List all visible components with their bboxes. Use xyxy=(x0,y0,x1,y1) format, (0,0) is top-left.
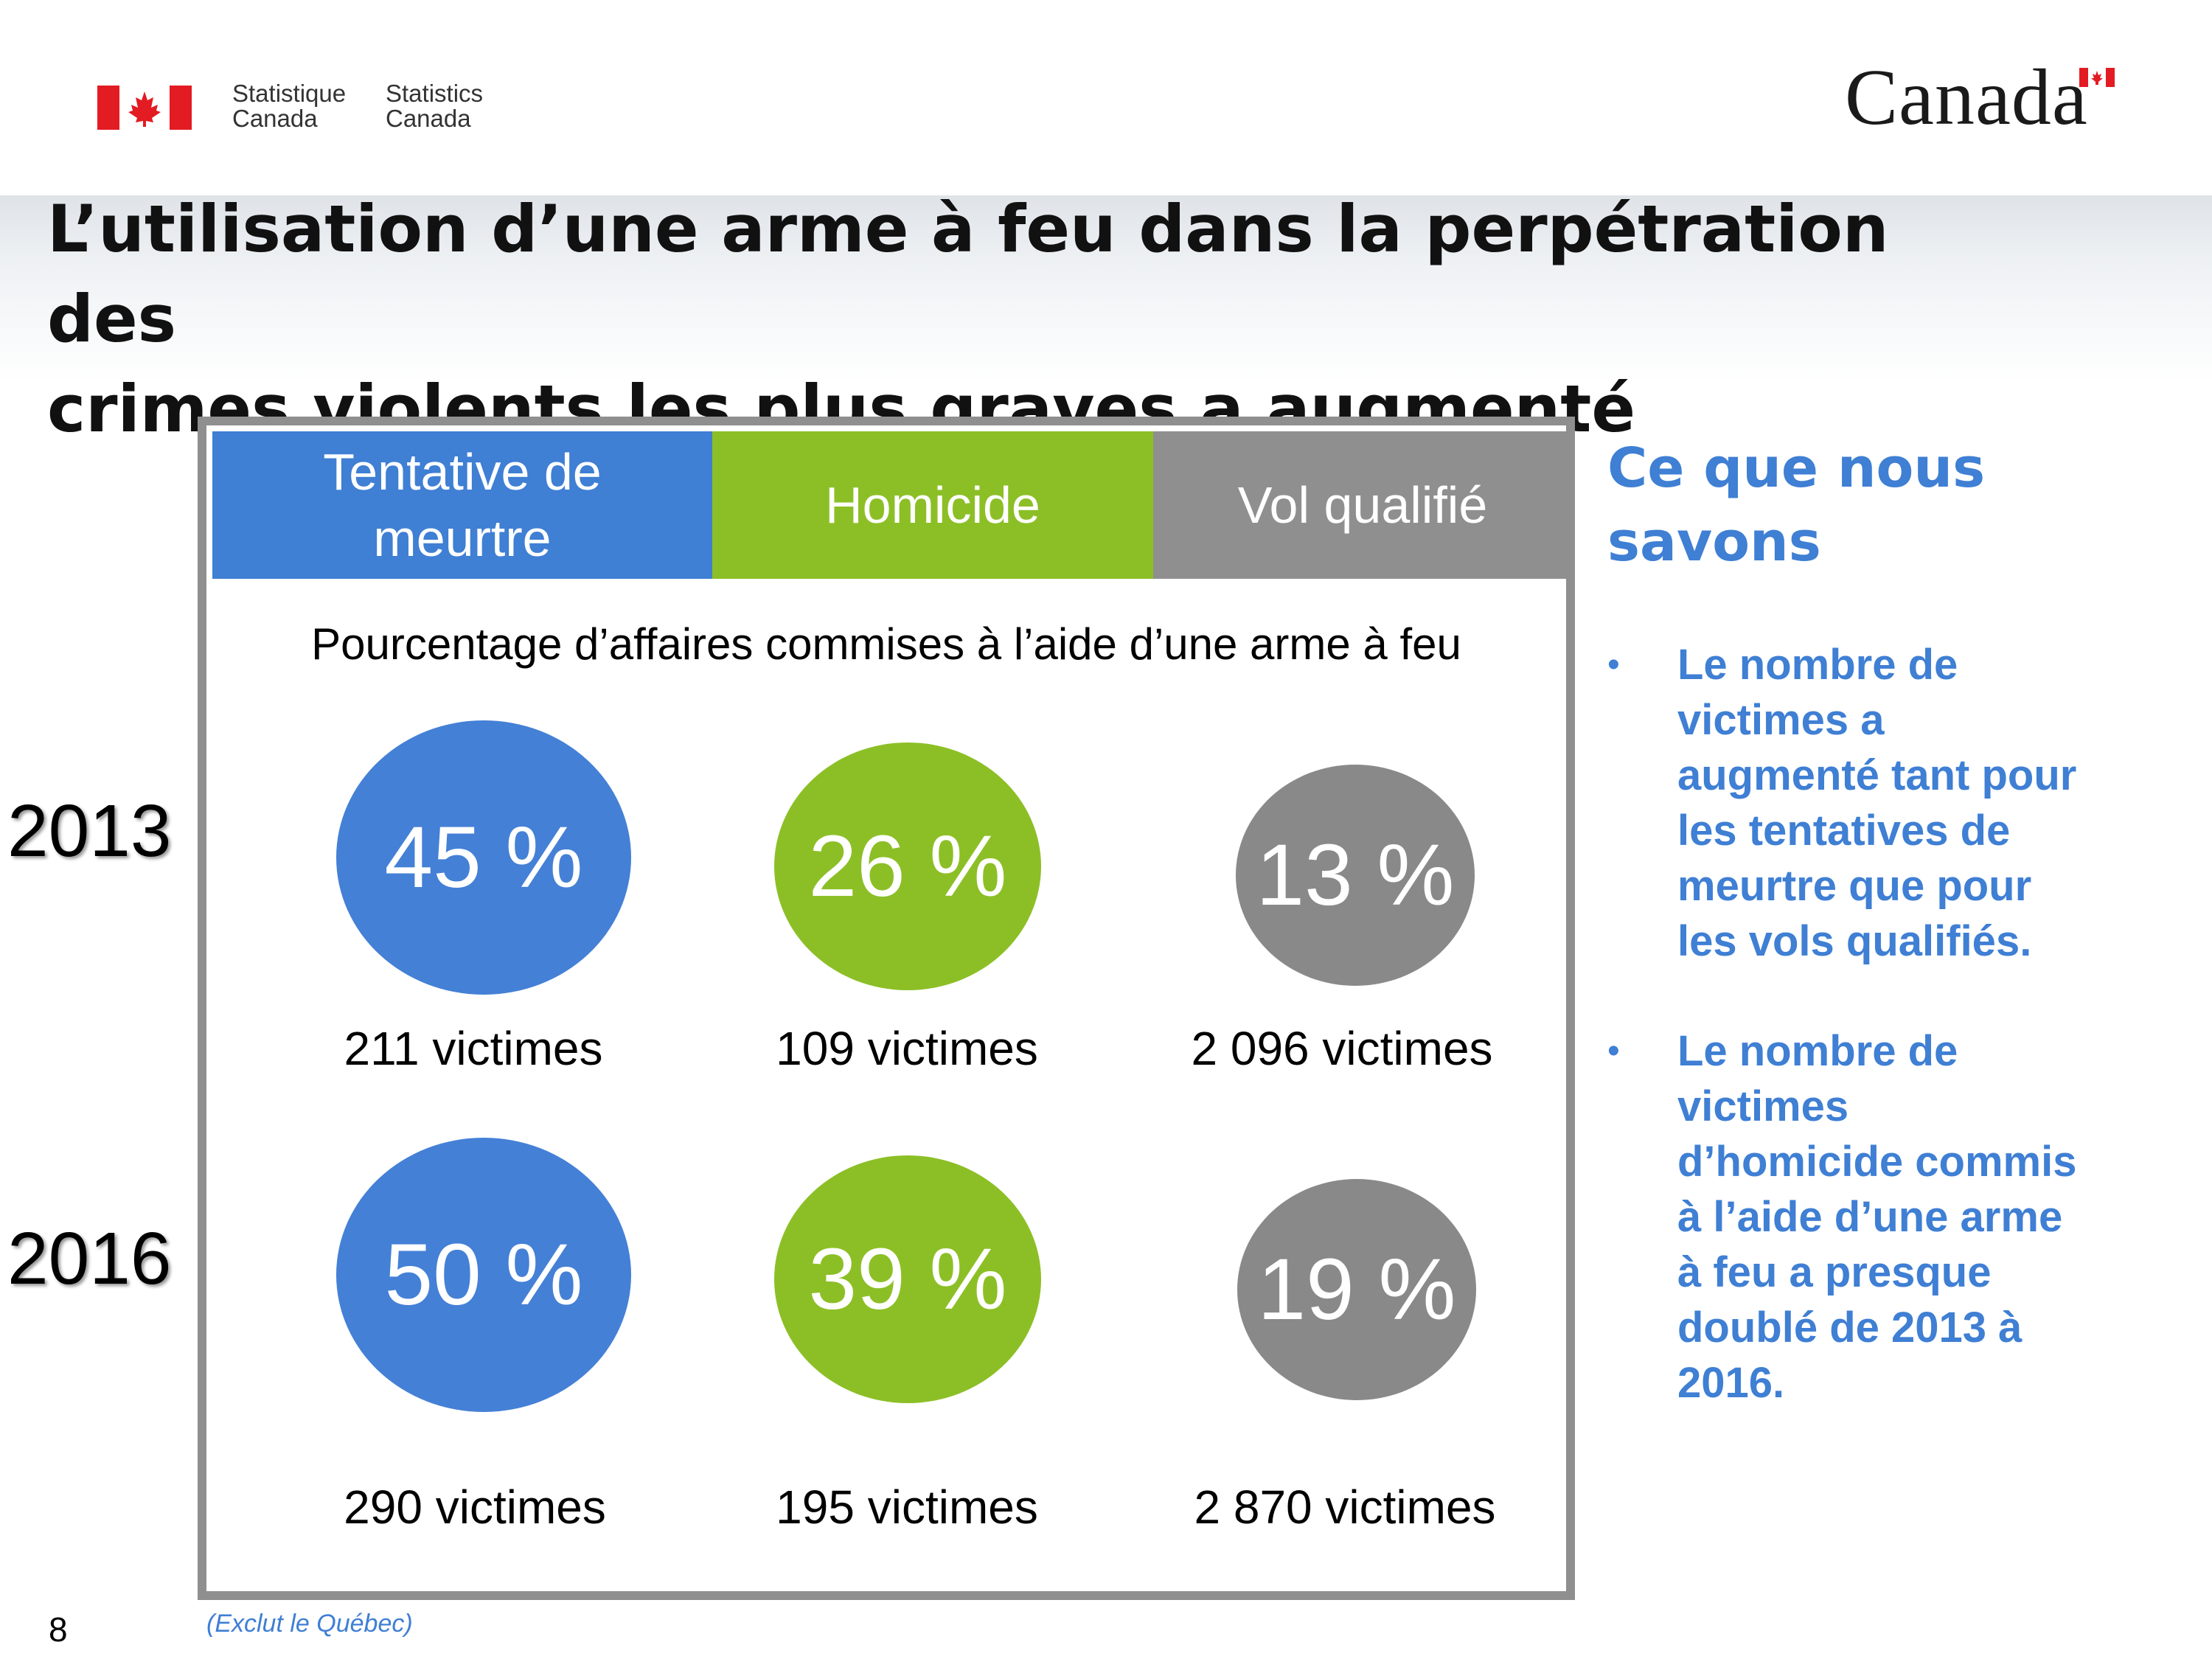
column-header-label: Homicide xyxy=(825,476,1040,534)
sidebar-bullet-1: • Le nombre de victimes a augmenté tant … xyxy=(1607,637,2168,969)
page-number: 8 xyxy=(49,1610,68,1649)
bullet-line: 2016. xyxy=(1677,1359,1785,1407)
bullet-dot-icon: • xyxy=(1607,1032,1620,1071)
column-header-label: Vol qualifié xyxy=(1237,476,1488,534)
year-label-2016: 2016 xyxy=(7,1217,172,1300)
signature-fr: Statistique Canada xyxy=(232,81,346,131)
bullet-line: augmenté tant pour xyxy=(1677,751,2077,799)
page-title: L’utilisation d’une arme à feu dans la p… xyxy=(47,184,2038,454)
victims-homicide-2016: 195 victimes xyxy=(776,1481,1038,1534)
column-header-label: meurtre xyxy=(373,509,552,567)
bullet-line: doublé de 2013 à xyxy=(1677,1304,2023,1352)
column-header-homicide: Homicide xyxy=(712,431,1153,579)
signature-en-line-1: Statistics xyxy=(386,80,484,107)
table-subtitle: Pourcentage d’affaires commises à l’aide… xyxy=(311,619,1461,669)
column-header-attempted-murder: Tentative de meurtre xyxy=(212,431,712,579)
signature-fr-line-2: Canada xyxy=(232,105,318,132)
bullet-dot-icon: • xyxy=(1607,645,1620,684)
percent-bubble-attempted-murder-2016: 50 % xyxy=(336,1138,631,1412)
bullet-line: meurtre que pour xyxy=(1677,862,2032,910)
percent-bubble-homicide-2013: 26 % xyxy=(774,742,1041,990)
bullet-line: les tentatives de xyxy=(1677,807,2011,855)
bullet-line: Le nombre de xyxy=(1677,641,1958,689)
bullet-line: les vols qualifiés. xyxy=(1677,917,2032,965)
column-header-robbery: Vol qualifié xyxy=(1153,431,1572,579)
percent-bubble-homicide-2016: 39 % xyxy=(774,1155,1041,1403)
sidebar-heading-line: savons xyxy=(1607,510,1821,574)
signature-en: Statistics Canada xyxy=(386,81,483,131)
percent-bubble-attempted-murder-2013: 45 % xyxy=(336,720,631,995)
canada-wordmark: Canada xyxy=(1845,54,2088,142)
sidebar-bullet-2: • Le nombre de victimes d’homicide commi… xyxy=(1607,1023,2168,1411)
bullet-line: Le nombre de xyxy=(1677,1027,1958,1075)
column-header-label: Tentative de xyxy=(323,443,602,501)
firearm-table-panel: Tentative de meurtre Homicide Vol qualif… xyxy=(198,417,1575,1600)
victims-robbery-2013: 2 096 victimes xyxy=(1191,1022,1493,1075)
header-band xyxy=(0,0,2212,195)
signature-fr-line-1: Statistique xyxy=(232,80,347,107)
title-band xyxy=(0,195,2212,383)
victims-attempted-murder-2013: 211 victimes xyxy=(344,1022,603,1075)
wordmark-flag-icon xyxy=(2079,68,2115,87)
bullet-line: d’homicide commis xyxy=(1677,1138,2077,1186)
page-title-line-1: L’utilisation d’une arme à feu dans la p… xyxy=(47,191,1889,357)
victims-robbery-2016: 2 870 victimes xyxy=(1194,1481,1496,1534)
signature-en-line-2: Canada xyxy=(386,105,471,132)
canada-flag-icon xyxy=(97,86,192,130)
year-label-2013: 2013 xyxy=(7,790,172,872)
sidebar-heading-line: Ce que nous xyxy=(1607,437,1986,500)
victims-attempted-murder-2016: 290 victimes xyxy=(344,1481,606,1534)
sidebar-heading: Ce que nous savons xyxy=(1607,431,2138,579)
bullet-line: victimes a xyxy=(1677,696,1885,744)
bullet-line: à l’aide d’une arme xyxy=(1677,1193,2063,1241)
percent-bubble-robbery-2016: 19 % xyxy=(1237,1179,1476,1400)
footnote: (Exclut le Québec) xyxy=(206,1610,413,1638)
bullet-line: à feu a presque xyxy=(1677,1248,1992,1296)
percent-bubble-robbery-2013: 13 % xyxy=(1236,765,1475,986)
bullet-line: victimes xyxy=(1677,1082,1849,1130)
victims-homicide-2013: 109 victimes xyxy=(776,1022,1038,1075)
